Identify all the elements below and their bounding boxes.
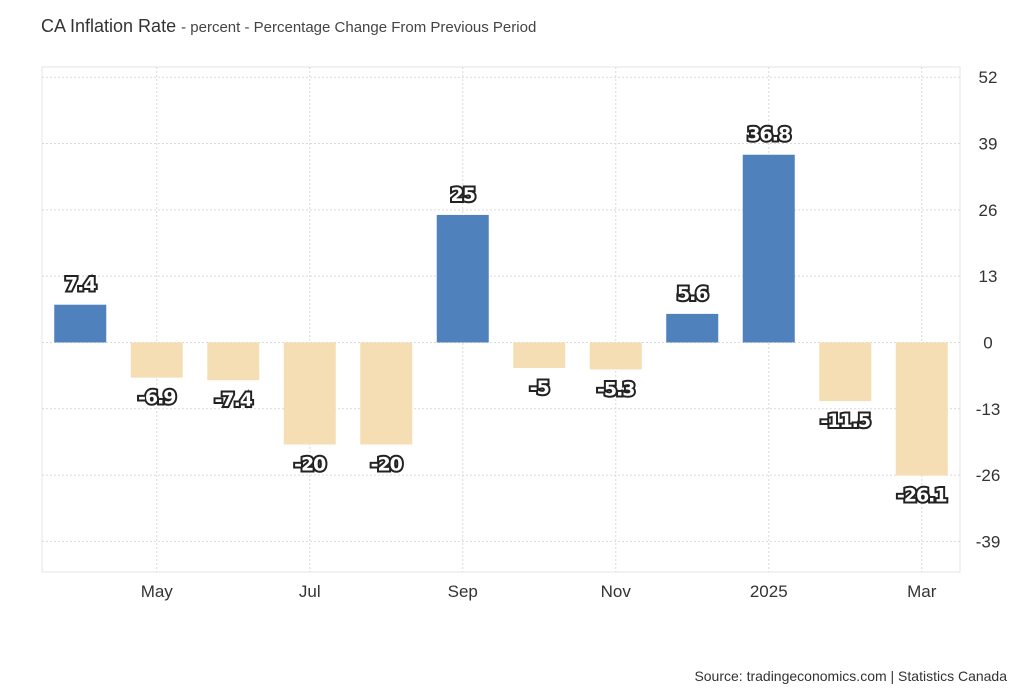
- bar: [54, 304, 107, 343]
- data-label: -20: [371, 453, 403, 475]
- bar: [895, 342, 948, 476]
- bar: [130, 342, 183, 378]
- x-tick-label: Sep: [448, 582, 478, 601]
- bar: [666, 313, 719, 343]
- source-note: Source: tradingeconomics.com | Statistic…: [694, 668, 1007, 684]
- bar: [589, 342, 642, 370]
- y-tick-label: -13: [976, 400, 1001, 419]
- y-tick-label: -26: [976, 466, 1001, 485]
- x-tick-label: Nov: [601, 582, 632, 601]
- bar: [283, 342, 336, 445]
- plot-frame: [41, 66, 961, 573]
- y-tick-label: 52: [979, 68, 998, 87]
- bar: [360, 342, 413, 445]
- chart-subtitle: - percent - Percentage Change From Previ…: [181, 19, 537, 36]
- y-tick-label: 13: [979, 267, 998, 286]
- bar: [513, 342, 566, 368]
- y-tick-label: 0: [983, 333, 992, 352]
- data-label: -7.4: [214, 389, 252, 411]
- x-tick-label: May: [141, 582, 174, 601]
- data-label: 25: [451, 184, 475, 206]
- bar: [742, 154, 795, 343]
- bar: [436, 214, 489, 343]
- data-label: 36.8: [747, 124, 791, 146]
- chart-title: CA Inflation Rate: [41, 16, 177, 36]
- x-tick-label: Mar: [907, 582, 937, 601]
- data-label: 5.6: [677, 283, 708, 305]
- chart-title-line: CA Inflation Rate - percent - Percentage…: [41, 16, 536, 37]
- data-label: 7.4: [65, 274, 96, 296]
- data-label: -6.9: [138, 387, 176, 409]
- bar: [819, 342, 872, 402]
- y-tick-label: -39: [976, 532, 1001, 551]
- x-tick-label: Jul: [299, 582, 321, 601]
- data-label: -5.3: [597, 378, 635, 400]
- y-tick-label: 26: [979, 201, 998, 220]
- data-label: -20: [294, 453, 326, 475]
- x-tick-label: 2025: [750, 582, 788, 601]
- data-label: -5: [530, 377, 549, 399]
- data-label: -11.5: [820, 410, 870, 432]
- y-tick-label: 39: [979, 135, 998, 154]
- data-label: -26.1: [897, 485, 947, 507]
- bar: [207, 342, 260, 381]
